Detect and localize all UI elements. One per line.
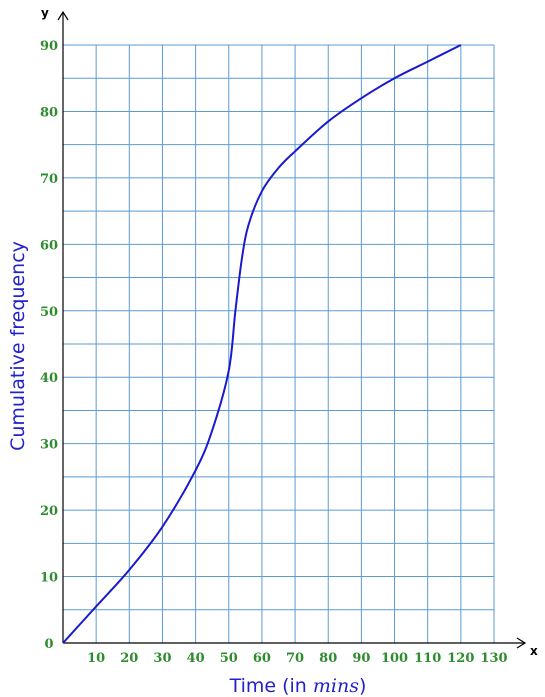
x-tick-80: 80 [319, 651, 337, 666]
y-tick-70: 70 [40, 172, 58, 187]
y-axis-arrow [57, 10, 69, 21]
axes [57, 10, 527, 649]
x-tick-labels: 10 20 30 40 50 60 70 80 90 100 110 120 130 [87, 651, 507, 666]
x-tick-130: 130 [480, 651, 507, 666]
x-axis-title-prefix: Time (in [229, 675, 313, 697]
x-tick-50: 50 [220, 651, 238, 666]
y-axis-title: Cumulative frequency [7, 241, 29, 451]
y-tick-0: 0 [44, 637, 53, 652]
x-tick-20: 20 [120, 651, 138, 666]
x-tick-110: 110 [414, 651, 441, 666]
y-tick-10: 10 [40, 571, 58, 586]
cumulative-frequency-curve [62, 44, 462, 644]
y-axis-letter: y [41, 6, 49, 20]
y-tick-80: 80 [40, 105, 58, 120]
y-tick-labels: 0 10 20 30 40 50 60 70 80 90 [40, 39, 58, 652]
x-tick-100: 100 [381, 651, 408, 666]
x-tick-60: 60 [253, 651, 271, 666]
x-axis-letter: x [530, 644, 538, 658]
horizontal-gridlines [63, 44, 494, 611]
x-axis-title-suffix: ) [359, 675, 366, 697]
x-axis-title-unit: mins [313, 675, 359, 697]
x-tick-70: 70 [286, 651, 304, 666]
y-tick-50: 50 [40, 305, 58, 320]
x-tick-40: 40 [187, 651, 205, 666]
y-tick-40: 40 [40, 371, 58, 386]
x-axis-title: Time (in mins) [229, 675, 367, 697]
y-tick-30: 30 [40, 438, 58, 453]
x-tick-30: 30 [153, 651, 171, 666]
y-tick-90: 90 [40, 39, 58, 54]
x-tick-90: 90 [352, 651, 370, 666]
x-tick-120: 120 [447, 651, 474, 666]
y-tick-20: 20 [40, 504, 58, 519]
x-axis-arrow [516, 637, 527, 649]
x-tick-10: 10 [87, 651, 105, 666]
y-tick-60: 60 [40, 238, 58, 253]
